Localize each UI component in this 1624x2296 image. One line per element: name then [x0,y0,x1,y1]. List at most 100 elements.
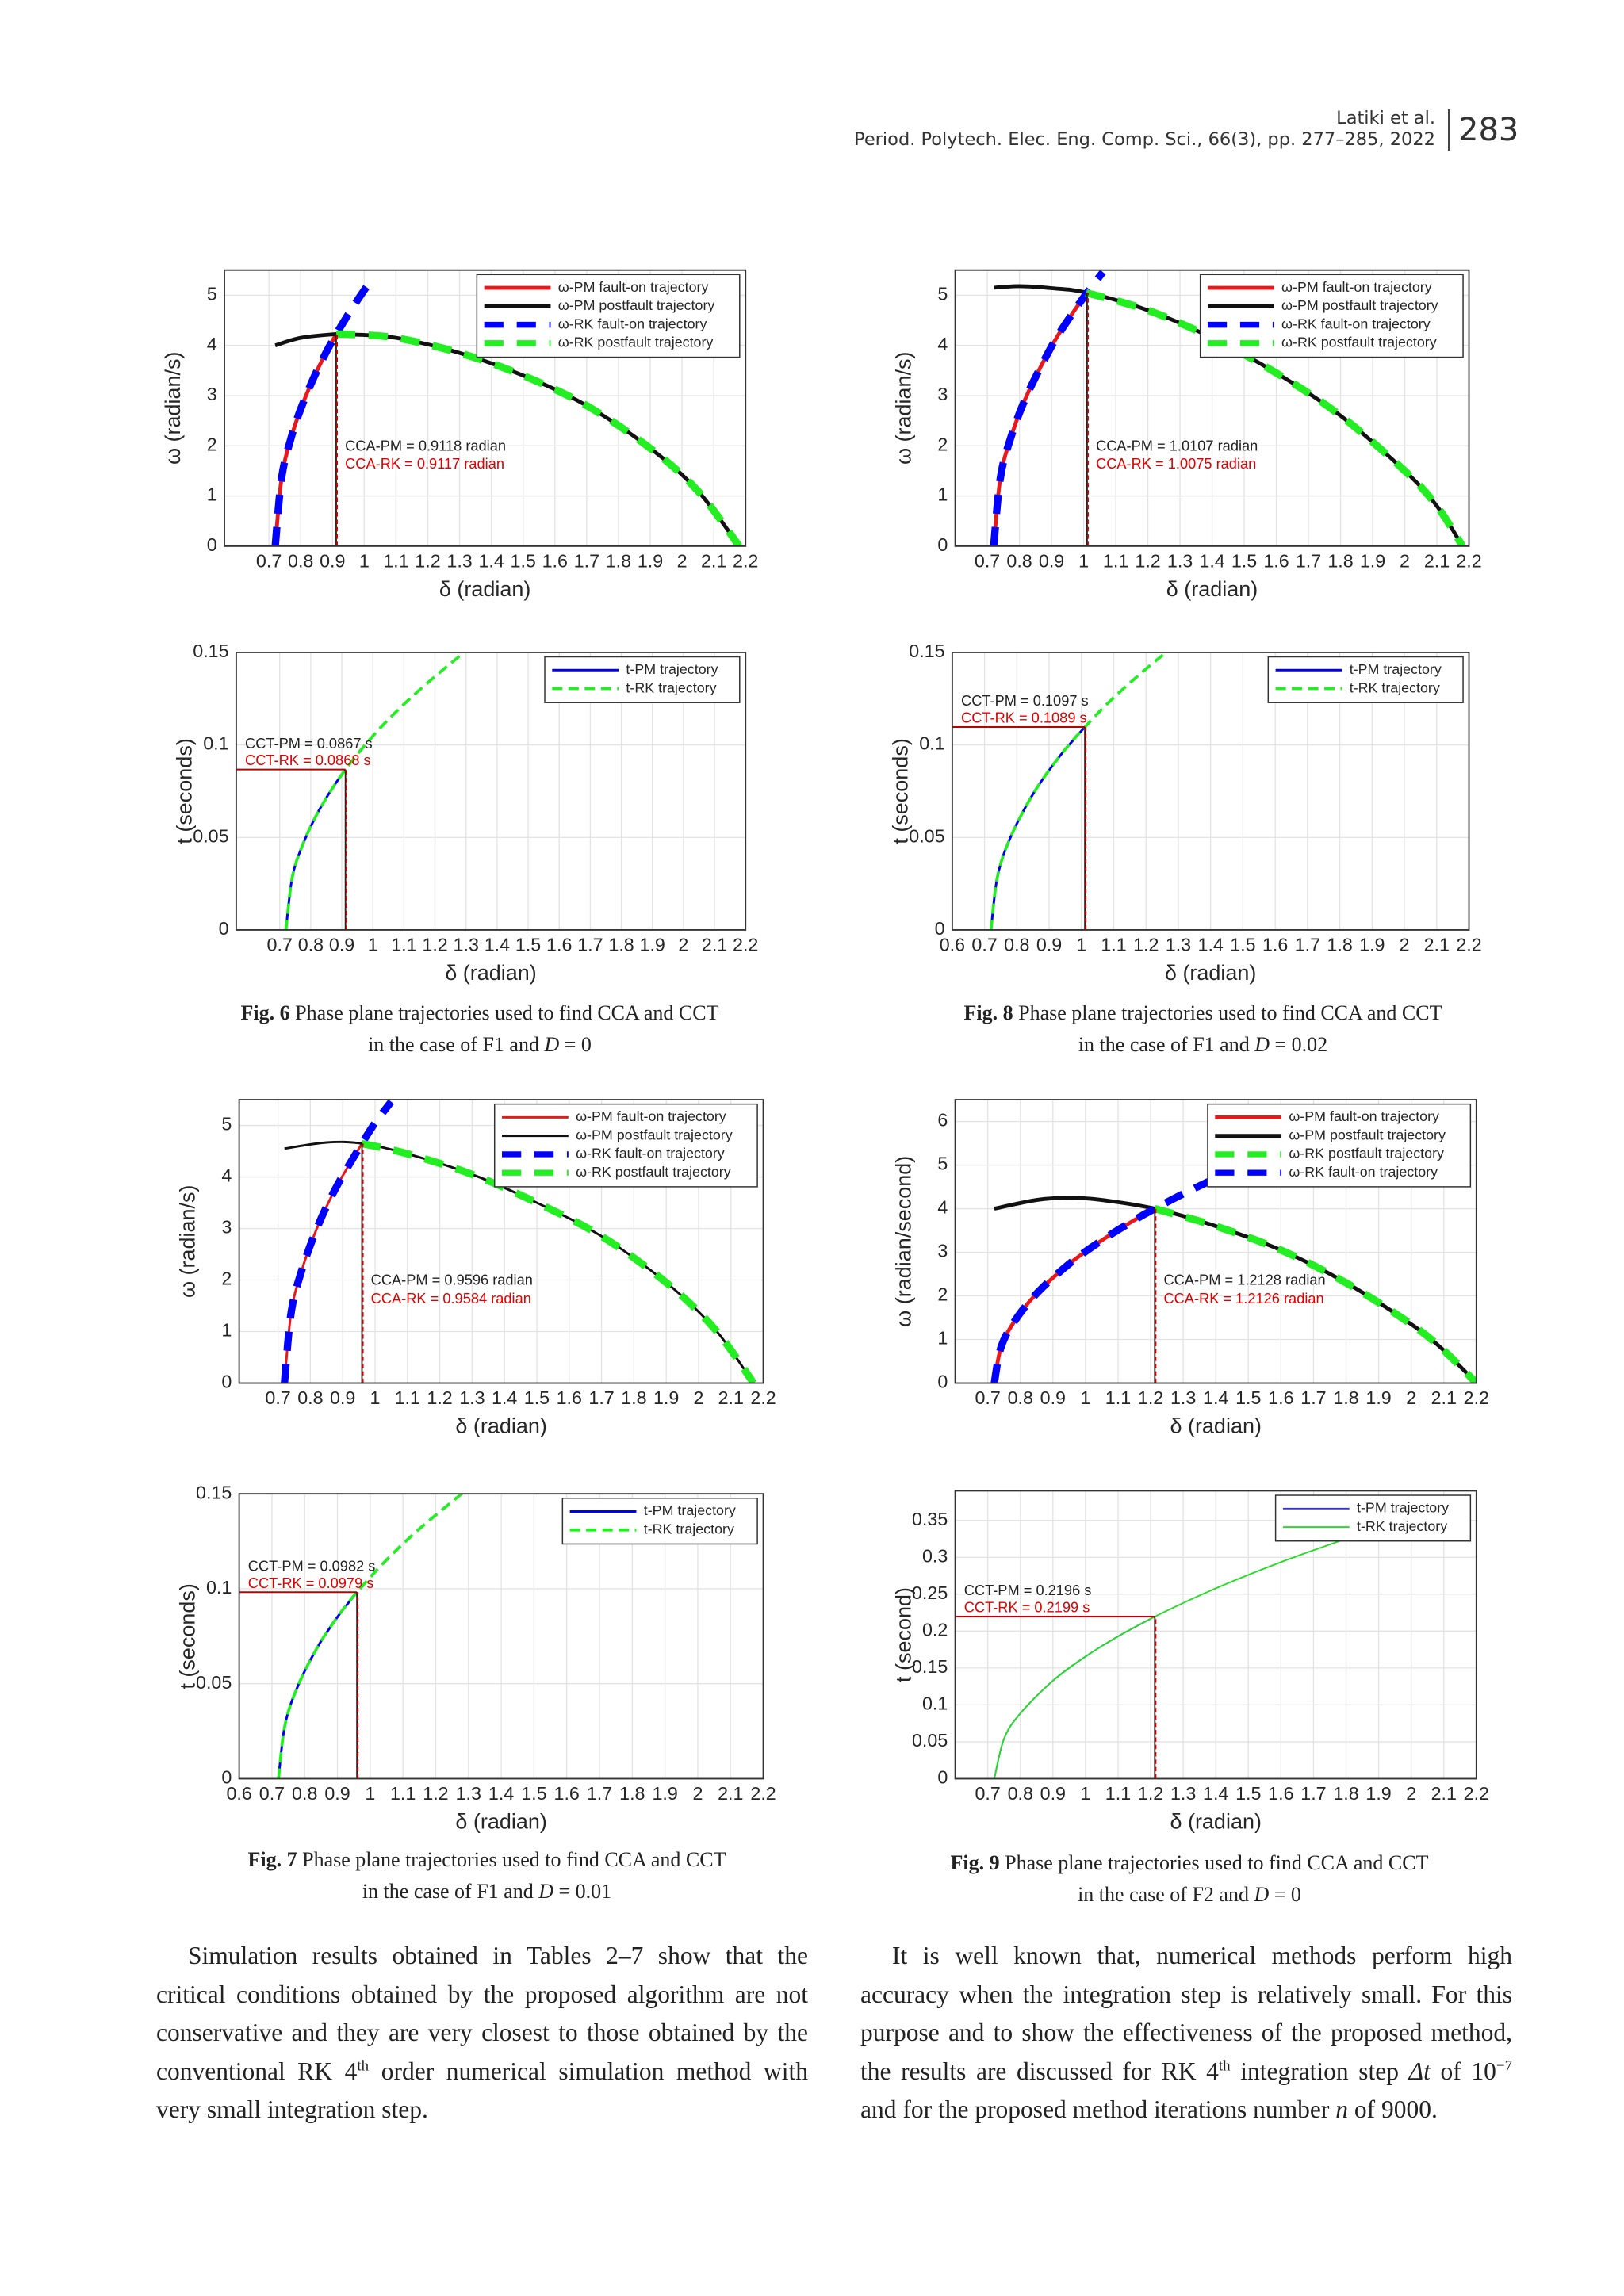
x-tick-label: 1.2 [427,1387,452,1408]
y-tick-label: 0.15 [193,641,228,661]
x-tick-label: 0.9 [329,935,354,955]
plot-border [954,1099,1477,1384]
x-tick-label: 1.7 [1296,550,1321,571]
x-tick-label: 0.9 [1040,1783,1066,1804]
plot-border [954,269,1470,547]
text: It is well known that, numerical methods… [860,1942,1512,2085]
plot-border [951,651,1470,931]
x-axis-label: δ (radian) [455,1809,547,1833]
annotation: CCT-PM = 0.0982 s [248,1557,376,1574]
x-tick-label: 1.5 [1235,1783,1261,1804]
x-tick-label: 1.3 [459,1387,485,1408]
x-tick-label: 1 [365,1783,375,1804]
y-axis-label: ω (radian/second) [891,1156,915,1327]
legend-label: ω-RK postfault trajectory [558,335,714,350]
x-tick-label: 1.7 [1300,1387,1326,1408]
x-tick-label: 1.5 [521,1783,546,1804]
annotation: CCA-PM = 1.0107 radian [1096,437,1258,453]
x-tick-label: 0.7 [971,935,997,955]
y-tick-label: 0.15 [912,1656,948,1677]
x-tick-label: 1.7 [587,1783,612,1804]
x-tick-label: 2 [1400,550,1410,571]
x-tick-label: 1.4 [1198,935,1224,955]
caption-text: Phase plane trajectories used to find CC… [295,1001,719,1024]
y-tick-label: 0.05 [193,825,228,846]
x-tick-label: 0.7 [256,550,282,571]
annotation: CCA-RK = 0.9584 radian [371,1290,531,1307]
annotation: CCA-RK = 0.9117 radian [345,455,504,472]
x-tick-label: 1 [359,550,370,571]
x-tick-label: 0.9 [1040,1387,1066,1408]
x-tick-label: 1.9 [1365,1387,1391,1408]
series-line [1085,289,1466,546]
y-tick-label: 0.2 [922,1619,948,1640]
x-tick-label: 1.8 [619,1783,645,1804]
annotation: CCT-PM = 0.0867 s [245,735,373,752]
running-header: Latiki et al. Period. Polytech. Elec. En… [854,108,1435,151]
annotation: CCA-PM = 0.9596 radian [371,1272,533,1288]
caption-text: = 0.01 [558,1880,612,1903]
chart: 0.7 0.8 0.9 1 1.1 1.2 1.3 1.4 1.5 1.6 1.7 1.8 1.9 2 2.… [891,1490,1489,1833]
x-tick-label: 2 [1400,935,1410,955]
x-tick-label: 1.4 [492,1387,517,1408]
x-tick-label: 1.7 [1295,935,1320,955]
x-tick-label: 1.1 [1105,1387,1131,1408]
chart: 0.6 0.7 0.8 0.9 1 1.1 1.2 1.3 1.4 1.5 1.6 1.7 1.8 1.9… [889,641,1482,985]
y-axis-label: t (second) [891,1587,915,1682]
series-line [281,1100,395,1383]
x-tick-label: 1 [368,935,378,955]
y-tick-label: 1 [937,1328,948,1349]
legend-label: ω-RK fault-on trajectory [558,316,707,331]
x-tick-label: 2 [678,935,688,955]
text: of 10 [1440,2057,1496,2085]
annotation: CCT-RK = 0.0868 s [245,752,371,768]
x-tick-label: 2 [692,1783,703,1804]
x-tick-label: 0.8 [292,1783,317,1804]
x-tick-label: 1.7 [588,1387,614,1408]
x-tick-label: 1.5 [511,550,536,571]
symbol: Δt [1408,2057,1431,2085]
x-axis-label: δ (radian) [439,577,531,601]
chart: 0.6 0.7 0.8 0.9 1 1.1 1.2 1.3 1.4 1.5 1.6 1.7 1.8 1.9… [175,1482,776,1833]
y-tick-label: 0 [937,1372,948,1392]
x-tick-label: 1 [370,1387,380,1408]
annotation: CCA-RK = 1.0075 radian [1096,455,1256,472]
y-tick-label: 0.25 [912,1582,948,1603]
annotation: CCA-PM = 1.2128 radian [1163,1272,1325,1288]
x-tick-label: 1.4 [1203,1387,1228,1408]
legend-box [1267,656,1464,703]
x-tick-label: 1.3 [446,550,472,571]
x-tick-label: 1.9 [640,935,665,955]
annotation: CCT-RK = 0.2199 s [964,1599,1090,1616]
y-tick-label: 3 [937,1241,948,1261]
x-tick-label: 0.8 [298,935,324,955]
x-tick-label: 1.3 [456,1783,481,1804]
series-line [990,270,1106,546]
x-tick-label: 1.3 [1170,1387,1196,1408]
y-tick-label: 0 [207,534,217,555]
y-tick-label: 0.35 [912,1509,948,1529]
x-tick-label: 0.7 [975,1783,1001,1804]
caption: Fig. 8 Phase plane trajectories used to … [846,997,1560,1061]
annotation: CCT-PM = 0.2196 s [964,1582,1092,1598]
x-tick-label: 1.7 [574,550,599,571]
y-tick-label: 2 [221,1269,232,1289]
y-tick-label: 0 [221,1767,232,1788]
text: Simulation results obtained in Tables 2–… [156,1942,808,2085]
x-tick-label: 1.6 [1268,1783,1293,1804]
y-tick-label: 2 [207,434,217,454]
y-tick-label: 0.3 [922,1545,948,1566]
y-tick-label: 0.1 [922,1693,948,1714]
y-axis-label: ω (radian/s) [161,352,185,465]
caption-var: D [538,1880,553,1903]
caption-text: in the case of F2 and [1078,1883,1249,1906]
x-tick-label: 0.9 [320,550,345,571]
x-tick-label: 1.3 [1167,550,1193,571]
caption: Fig. 7 Phase plane trajectories used to … [130,1844,844,1908]
x-tick-label: 1.6 [557,1387,582,1408]
legend-label: ω-RK postfault trajectory [1289,1146,1444,1161]
legend-label: t-PM trajectory [626,661,718,677]
x-tick-label: 1.5 [1230,935,1255,955]
y-tick-label: 4 [221,1165,232,1186]
